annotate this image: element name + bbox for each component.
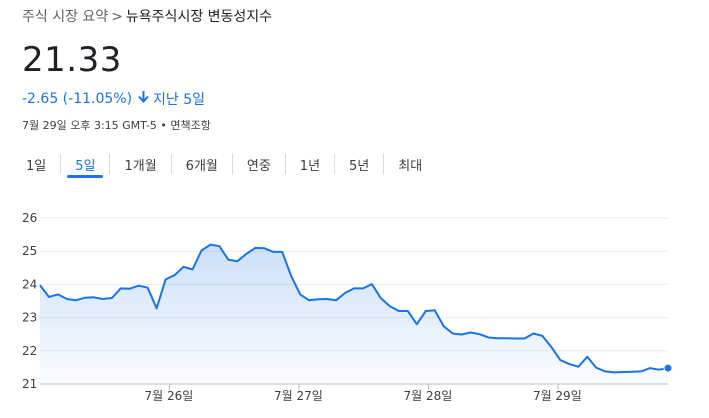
- timestamp-disclaimer: 7월 29일 오후 3:15 GMT-5 • 면책조항: [22, 119, 211, 132]
- y-tick-label: 21: [22, 377, 37, 391]
- arrow-down-icon: [138, 91, 149, 107]
- breadcrumb-current: 뉴욕주식시장 변동성지수: [125, 9, 273, 25]
- current-price: 21.33: [22, 40, 122, 80]
- range-tabs: 1일 5일 1개월 6개월 연중 1년 5년 최대: [12, 150, 436, 178]
- change-value: -2.65 (-11.05%): [22, 91, 133, 107]
- y-tick-label: 25: [22, 244, 37, 258]
- price-change: -2.65 (-11.05%) 지난 5일: [22, 89, 205, 109]
- breadcrumb-market-summary-link[interactable]: 주식 시장 요약: [22, 9, 109, 25]
- tab-divider: [231, 154, 233, 174]
- tab-5d[interactable]: 5일: [61, 150, 109, 178]
- tab-max[interactable]: 최대: [398, 159, 423, 174]
- y-tick-label: 24: [22, 277, 37, 291]
- tab-6m[interactable]: 6개월: [185, 159, 218, 174]
- series-end-marker: [663, 363, 673, 373]
- tab-divider: [284, 154, 286, 174]
- change-period: 지난 5일: [153, 92, 206, 108]
- x-tick-label: 7월 27일: [274, 389, 323, 403]
- tab-1m[interactable]: 1개월: [124, 159, 157, 174]
- breadcrumb-separator: >: [111, 9, 123, 25]
- x-tick-label: 7월 28일: [403, 389, 452, 403]
- y-tick-label: 26: [22, 211, 37, 225]
- y-tick-label: 22: [22, 344, 37, 358]
- tab-divider: [170, 154, 172, 174]
- tab-divider: [60, 154, 62, 174]
- tab-divider: [334, 154, 336, 174]
- x-tick-label: 7월 26일: [144, 389, 193, 403]
- series-line: [39, 243, 669, 374]
- price-chart[interactable]: 21 22 23 24 25 26 7월 26일 7월 27일 7월 28일 7월 29일: [0, 200, 709, 418]
- tab-divider: [383, 154, 385, 174]
- y-tick-label: 23: [22, 311, 37, 325]
- tab-5y[interactable]: 5년: [349, 159, 370, 174]
- tab-1d[interactable]: 1일: [26, 159, 47, 174]
- x-tick-label: 7월 29일: [533, 389, 582, 403]
- breadcrumb: 주식 시장 요약 > 뉴욕주식시장 변동성지수: [22, 6, 272, 26]
- tab-divider: [109, 154, 111, 174]
- tab-1y[interactable]: 1년: [299, 159, 321, 174]
- tab-ytd[interactable]: 연중: [246, 159, 271, 174]
- series-area: [40, 244, 668, 384]
